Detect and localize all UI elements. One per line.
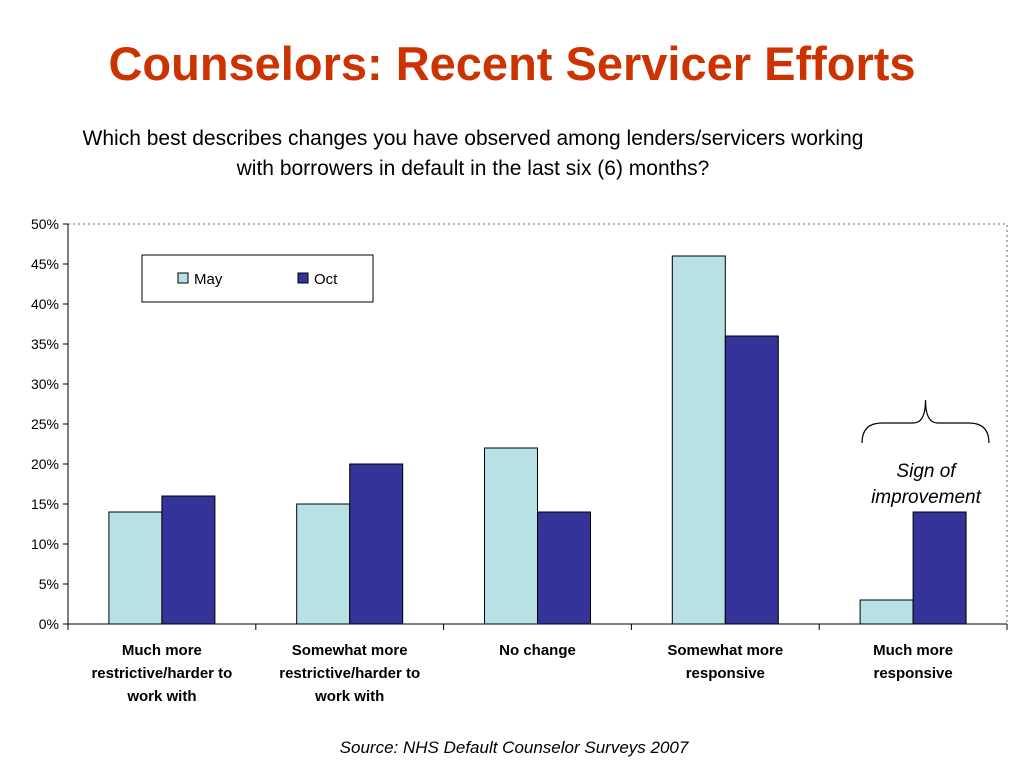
legend-swatch-may [177, 272, 189, 284]
category-label: Much more [122, 642, 202, 659]
category-label: work with [126, 688, 196, 705]
bar-may [484, 447, 538, 625]
y-tick-label: 5% [39, 576, 59, 592]
y-tick-label: 10% [31, 536, 59, 552]
bar-oct [912, 511, 967, 625]
category-label: No change [499, 642, 576, 659]
y-tick-label: 35% [31, 336, 59, 352]
y-tick-label: 50% [31, 216, 59, 232]
legend-box [141, 254, 374, 303]
category-label: restrictive/harder to [91, 665, 232, 682]
bar-oct [349, 463, 404, 625]
bar-may [296, 503, 351, 625]
bar-oct [537, 511, 591, 625]
category-label: restrictive/harder to [279, 665, 420, 682]
bar-may [108, 511, 163, 625]
y-tick-label: 45% [31, 256, 59, 272]
y-tick-label: 25% [31, 416, 59, 432]
y-tick-label: 30% [31, 376, 59, 392]
y-tick-label: 40% [31, 296, 59, 312]
bar-may [859, 599, 914, 625]
question-line-1: Which best describes changes you have ob… [82, 127, 864, 150]
category-label: responsive [686, 665, 765, 682]
question-line-2: with borrowers in default in the last si… [236, 157, 710, 180]
category-label: Much more [873, 642, 953, 659]
category-label: responsive [873, 665, 952, 682]
y-tick-label: 20% [31, 456, 59, 472]
y-tick-label: 15% [31, 496, 59, 512]
legend-label-oct: Oct [314, 271, 338, 288]
bar-chart: 0% 5% 10% 15% 20% 25% 30% 35% 40% 45% 50% Much more… [31, 216, 1008, 705]
annotation-text: improvement [871, 487, 982, 508]
annotation-text: Sign of [896, 461, 957, 482]
legend-label-may: May [194, 271, 223, 288]
bar-may [671, 255, 726, 625]
page-title: Counselors: Recent Servicer Efforts [108, 37, 916, 90]
source-note: Source: NHS Default Counselor Surveys 20… [339, 738, 689, 757]
bar-oct [161, 495, 216, 625]
y-tick-label: 0% [39, 616, 59, 632]
category-label: Somewhat more [667, 642, 783, 659]
category-label: work with [314, 688, 384, 705]
chart-question: Which best describes changes you have ob… [0, 124, 946, 184]
category-label: Somewhat more [292, 642, 408, 659]
bar-oct [724, 335, 779, 625]
legend-swatch-oct [297, 272, 309, 284]
brace-annotation [861, 399, 990, 444]
